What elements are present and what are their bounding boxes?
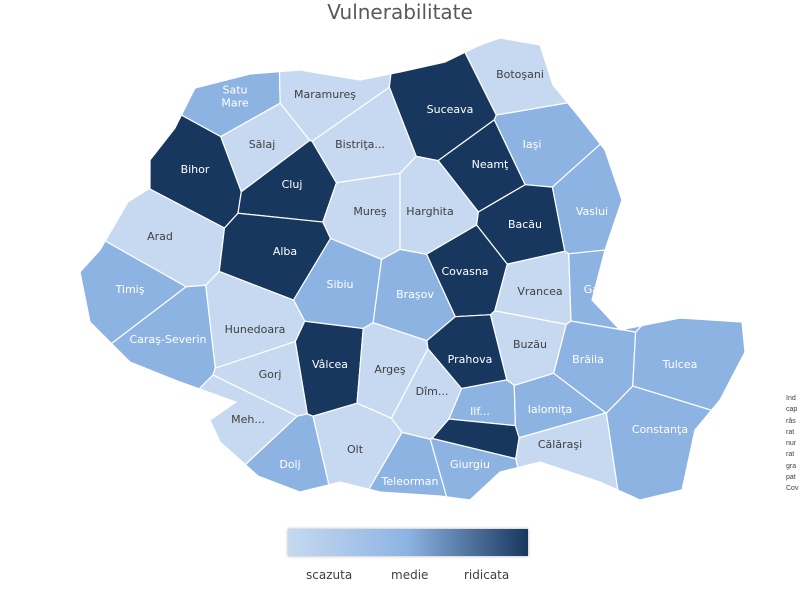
side-note-line: rat (786, 451, 795, 459)
county-label: Satu Mare (221, 84, 249, 110)
side-note-line: nur (786, 440, 797, 448)
county-label: Sibiu (326, 278, 353, 291)
county-label: Ialomiţa (528, 403, 573, 416)
county-label: Buzău (513, 338, 547, 351)
county-label: Sălaj (249, 138, 276, 151)
side-note: Ind cap răs rat nur rat gra pat Cov (786, 393, 798, 495)
side-note-line: pat (786, 474, 796, 482)
county-label: Vaslui (576, 205, 608, 218)
county-label: Iaşi (523, 138, 542, 151)
county-label: Cluj (282, 178, 303, 191)
county-label: Covasna (441, 265, 488, 278)
county-label: Caraş-Severin (130, 333, 207, 346)
county-label: Giurgiu (450, 458, 490, 471)
legend-gradient-bar (288, 529, 528, 556)
county-label: Brăila (572, 353, 604, 366)
county-label: Vâlcea (312, 358, 348, 371)
county-region[interactable] (632, 317, 746, 411)
county-label: Botoşani (496, 68, 544, 81)
county-label: Gorj (259, 368, 282, 381)
county-region[interactable] (244, 413, 330, 493)
county-label: Meh... (231, 413, 265, 426)
legend-label-low: scazuta (306, 568, 353, 582)
county-label: Ilf... (470, 405, 490, 418)
county-label: Tulcea (662, 358, 698, 371)
county-label: Bistriţa... (335, 138, 385, 151)
county-label: Dîm... (416, 385, 449, 398)
side-note-line: Ind (786, 395, 796, 402)
side-note-line: cap (786, 406, 798, 414)
legend-label-mid: medie (391, 568, 429, 582)
county-label: Vrancea (517, 285, 562, 298)
county-label: Teleorman (381, 475, 439, 488)
county-label: Braşov (396, 288, 434, 301)
county-label: Hunedoara (225, 323, 286, 336)
county-region[interactable] (198, 374, 299, 466)
county-label: Neamţ (472, 158, 509, 171)
side-note-line: răs (786, 417, 796, 425)
county-label: Dolj (279, 458, 300, 471)
county-label: Constanţa (632, 423, 688, 436)
county-label: Maramureş (294, 88, 356, 101)
county-label: Bacău (508, 218, 542, 231)
county-region[interactable] (605, 385, 713, 501)
legend-label-high: ridicata (464, 568, 510, 582)
county-label: Harghita (406, 205, 453, 218)
side-note-line: rat (786, 428, 795, 436)
county-label: Călăraşi (538, 438, 582, 451)
side-note-line: Cov (786, 485, 799, 493)
county-label: Timiş (115, 283, 145, 296)
county-label: Argeş (374, 363, 406, 376)
county-region[interactable] (312, 402, 403, 490)
county-label: Mureş (353, 205, 387, 218)
county-label: Suceava (427, 103, 474, 116)
map-title: Vulnerabilitate (327, 0, 473, 24)
county-label: Bihor (181, 163, 210, 176)
county-label: Arad (147, 230, 173, 243)
county-label: Alba (273, 245, 297, 258)
county-label: Galaţi (584, 283, 616, 296)
county-label: Prahova (448, 353, 493, 366)
side-note-line: gra (786, 462, 797, 470)
county-label: Olt (347, 443, 364, 456)
